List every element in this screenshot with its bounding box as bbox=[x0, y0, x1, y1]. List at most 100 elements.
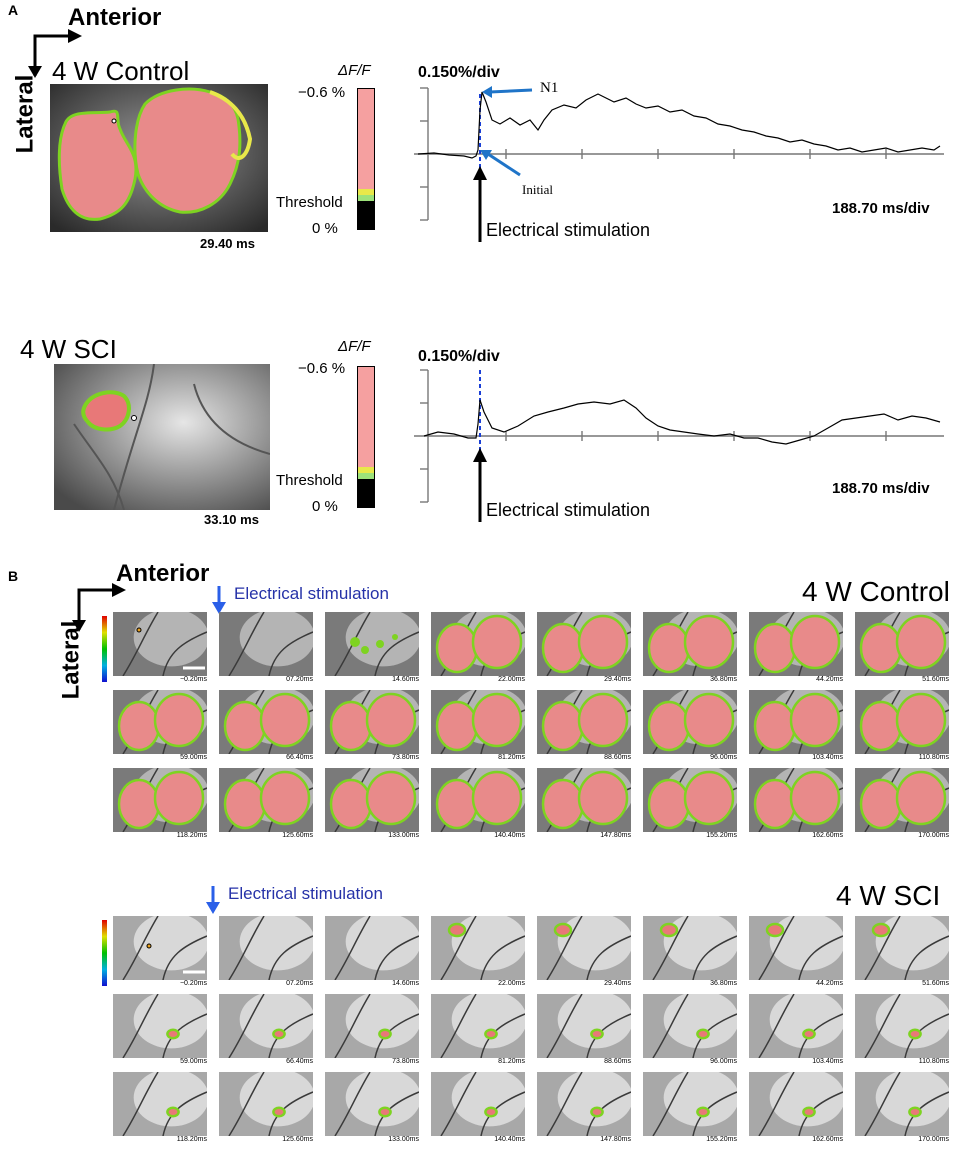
sci-frame: 59.00ms bbox=[113, 994, 207, 1068]
control-frame: 88.60ms bbox=[537, 690, 631, 764]
control-frame-time-label: 147.80ms bbox=[600, 832, 631, 839]
sci-stim-arrow bbox=[473, 448, 487, 522]
control-frame: 140.40ms bbox=[431, 768, 525, 842]
sci-vsd-image bbox=[54, 364, 270, 510]
sci-frame: 36.80ms bbox=[643, 916, 737, 990]
sci-frame-time-label: 22.00ms bbox=[498, 980, 525, 987]
b-sci-title: 4 W SCI bbox=[836, 880, 941, 911]
sci-frame-time-label: 140.40ms bbox=[494, 1136, 525, 1143]
sci-frame-image bbox=[749, 1072, 843, 1136]
control-colorbar-top: −0.6 % bbox=[298, 84, 346, 101]
sci-frame-image bbox=[749, 916, 843, 980]
control-frame-image bbox=[537, 768, 631, 832]
control-frame: 14.60ms bbox=[325, 612, 419, 686]
control-frame-time-label: 66.40ms bbox=[286, 754, 313, 761]
control-frame-time-label: 155.20ms bbox=[706, 832, 737, 839]
control-frame-image bbox=[855, 768, 949, 832]
control-frame-time-label: 44.20ms bbox=[816, 676, 843, 683]
control-frame-time-label: 140.40ms bbox=[494, 832, 525, 839]
control-frame-image bbox=[325, 768, 419, 832]
control-frame: 170.00ms bbox=[855, 768, 949, 842]
control-frame-time-label: 81.20ms bbox=[498, 754, 525, 761]
control-frame-image bbox=[431, 690, 525, 754]
control-frame-image bbox=[749, 690, 843, 754]
control-frame-image bbox=[855, 612, 949, 676]
sci-time-label: 33.10 ms bbox=[204, 512, 259, 527]
sci-frame-time-label: 73.80ms bbox=[392, 1058, 419, 1065]
sci-frame-time-label: 110.80ms bbox=[918, 1058, 949, 1065]
control-frame: 155.20ms bbox=[643, 768, 737, 842]
sci-frame: 140.40ms bbox=[431, 1072, 525, 1146]
control-frame: 44.20ms bbox=[749, 612, 843, 686]
control-time-label: 29.40 ms bbox=[200, 236, 255, 251]
sci-frame-time-label: 133.00ms bbox=[388, 1136, 419, 1143]
sci-frame-time-label: 07.20ms bbox=[286, 980, 313, 987]
sci-frame: 170.00ms bbox=[855, 1072, 949, 1146]
control-frame: 22.00ms bbox=[431, 612, 525, 686]
control-frame-image bbox=[219, 768, 313, 832]
sci-title: 4 W SCI bbox=[20, 334, 117, 364]
sci-frame-time-label: 170.00ms bbox=[918, 1136, 949, 1143]
control-frame: 118.20ms bbox=[113, 768, 207, 842]
control-frame-image bbox=[643, 690, 737, 754]
sci-frame-image bbox=[113, 916, 207, 980]
sci-frame: 66.40ms bbox=[219, 994, 313, 1068]
sci-frame: 22.00ms bbox=[431, 916, 525, 990]
sci-frame: 07.20ms bbox=[219, 916, 313, 990]
sci-colorbar bbox=[357, 366, 375, 508]
control-stim-arrow bbox=[473, 166, 487, 242]
control-frame: 81.20ms bbox=[431, 690, 525, 764]
control-frame-time-label: 96.00ms bbox=[710, 754, 737, 761]
control-frame: 36.80ms bbox=[643, 612, 737, 686]
control-colorbar-bottom: 0 % bbox=[312, 220, 338, 237]
sci-frame: 88.60ms bbox=[537, 994, 631, 1068]
b-control-stim-arrow bbox=[212, 586, 226, 614]
sci-frame-image bbox=[749, 994, 843, 1058]
sci-frame-time-label: 103.40ms bbox=[812, 1058, 843, 1065]
control-frame-time-label: 88.60ms bbox=[604, 754, 631, 761]
control-colorbar bbox=[357, 88, 375, 230]
b-sci-color-legend bbox=[102, 920, 107, 986]
control-frame-image bbox=[431, 612, 525, 676]
sci-frame: 162.60ms bbox=[749, 1072, 843, 1146]
b-control-stim-label: Electrical stimulation bbox=[234, 584, 389, 603]
sci-frame: 81.20ms bbox=[431, 994, 525, 1068]
sci-frame-time-label: 36.80ms bbox=[710, 980, 737, 987]
control-frame-image bbox=[749, 612, 843, 676]
sci-timediv-label: 188.70 ms/div bbox=[832, 480, 930, 497]
control-frame: 103.40ms bbox=[749, 690, 843, 764]
b-sci-stim-label: Electrical stimulation bbox=[228, 884, 383, 903]
control-frame-time-label: 29.40ms bbox=[604, 676, 631, 683]
control-frame-time-label: 170.00ms bbox=[918, 832, 949, 839]
sci-colorbar-label: ΔF/F bbox=[338, 338, 371, 355]
control-frame-time-label: 51.60ms bbox=[922, 676, 949, 683]
sci-frame-image bbox=[537, 1072, 631, 1136]
sci-frame-time-label: 125.60ms bbox=[282, 1136, 313, 1143]
sci-frame: 110.80ms bbox=[855, 994, 949, 1068]
b-control-color-legend bbox=[102, 616, 107, 682]
control-colorbar-label: ΔF/F bbox=[338, 62, 371, 79]
control-frame: 133.00ms bbox=[325, 768, 419, 842]
sci-frame: 96.00ms bbox=[643, 994, 737, 1068]
sci-frame-image bbox=[643, 994, 737, 1058]
sci-frame-time-label: 14.60ms bbox=[392, 980, 419, 987]
control-frame-time-label: 162.60ms bbox=[812, 832, 843, 839]
sci-frame: 14.60ms bbox=[325, 916, 419, 990]
control-frame-image bbox=[219, 690, 313, 754]
sci-frame-image bbox=[431, 1072, 525, 1136]
control-frame: −0.20ms bbox=[113, 612, 207, 686]
control-threshold-label: Threshold bbox=[276, 194, 343, 211]
sci-frame-time-label: 66.40ms bbox=[286, 1058, 313, 1065]
control-frame: 147.80ms bbox=[537, 768, 631, 842]
sci-frame-time-label: 155.20ms bbox=[706, 1136, 737, 1143]
control-frame: 96.00ms bbox=[643, 690, 737, 764]
sci-frame-image bbox=[855, 916, 949, 980]
anterior-label-b: Anterior bbox=[116, 560, 210, 587]
control-frame: 07.20ms bbox=[219, 612, 313, 686]
control-frame-image bbox=[113, 690, 207, 754]
control-frame-time-label: 118.20ms bbox=[176, 832, 207, 839]
control-timediv-label: 188.70 ms/div bbox=[832, 200, 930, 217]
control-frame-image bbox=[749, 768, 843, 832]
control-frame-time-label: 36.80ms bbox=[710, 676, 737, 683]
control-scale-label: 0.150%/div bbox=[418, 64, 500, 81]
